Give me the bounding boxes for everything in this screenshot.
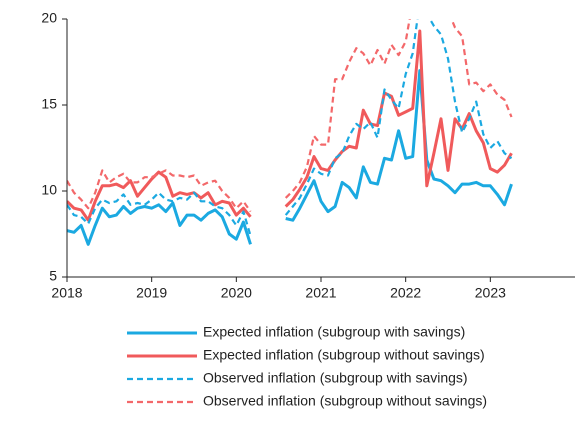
y-tick-label: 5	[49, 268, 57, 284]
x-tick-label: 2023	[475, 285, 506, 301]
x-tick-label: 2022	[390, 285, 421, 301]
series-line	[67, 29, 513, 222]
series-line	[67, 19, 513, 213]
series-line	[67, 19, 513, 237]
x-tick-label: 2019	[136, 285, 167, 301]
legend-label: Expected inflation (subgroup with saving…	[203, 324, 465, 340]
legend-label: Expected inflation (subgroup without sav…	[203, 347, 485, 363]
y-tick-label: 10	[41, 182, 57, 198]
x-tick-label: 2018	[51, 285, 82, 301]
legend-label: Observed inflation (subgroup with saving…	[203, 370, 468, 386]
plot-area	[67, 19, 513, 246]
y-tick-label: 20	[41, 10, 57, 26]
x-tick-label: 2021	[305, 285, 336, 301]
y-tick-label: 15	[41, 96, 57, 112]
legend-label: Observed inflation (subgroup without sav…	[203, 393, 487, 409]
series-line	[67, 69, 513, 246]
x-tick-label: 2020	[221, 285, 252, 301]
